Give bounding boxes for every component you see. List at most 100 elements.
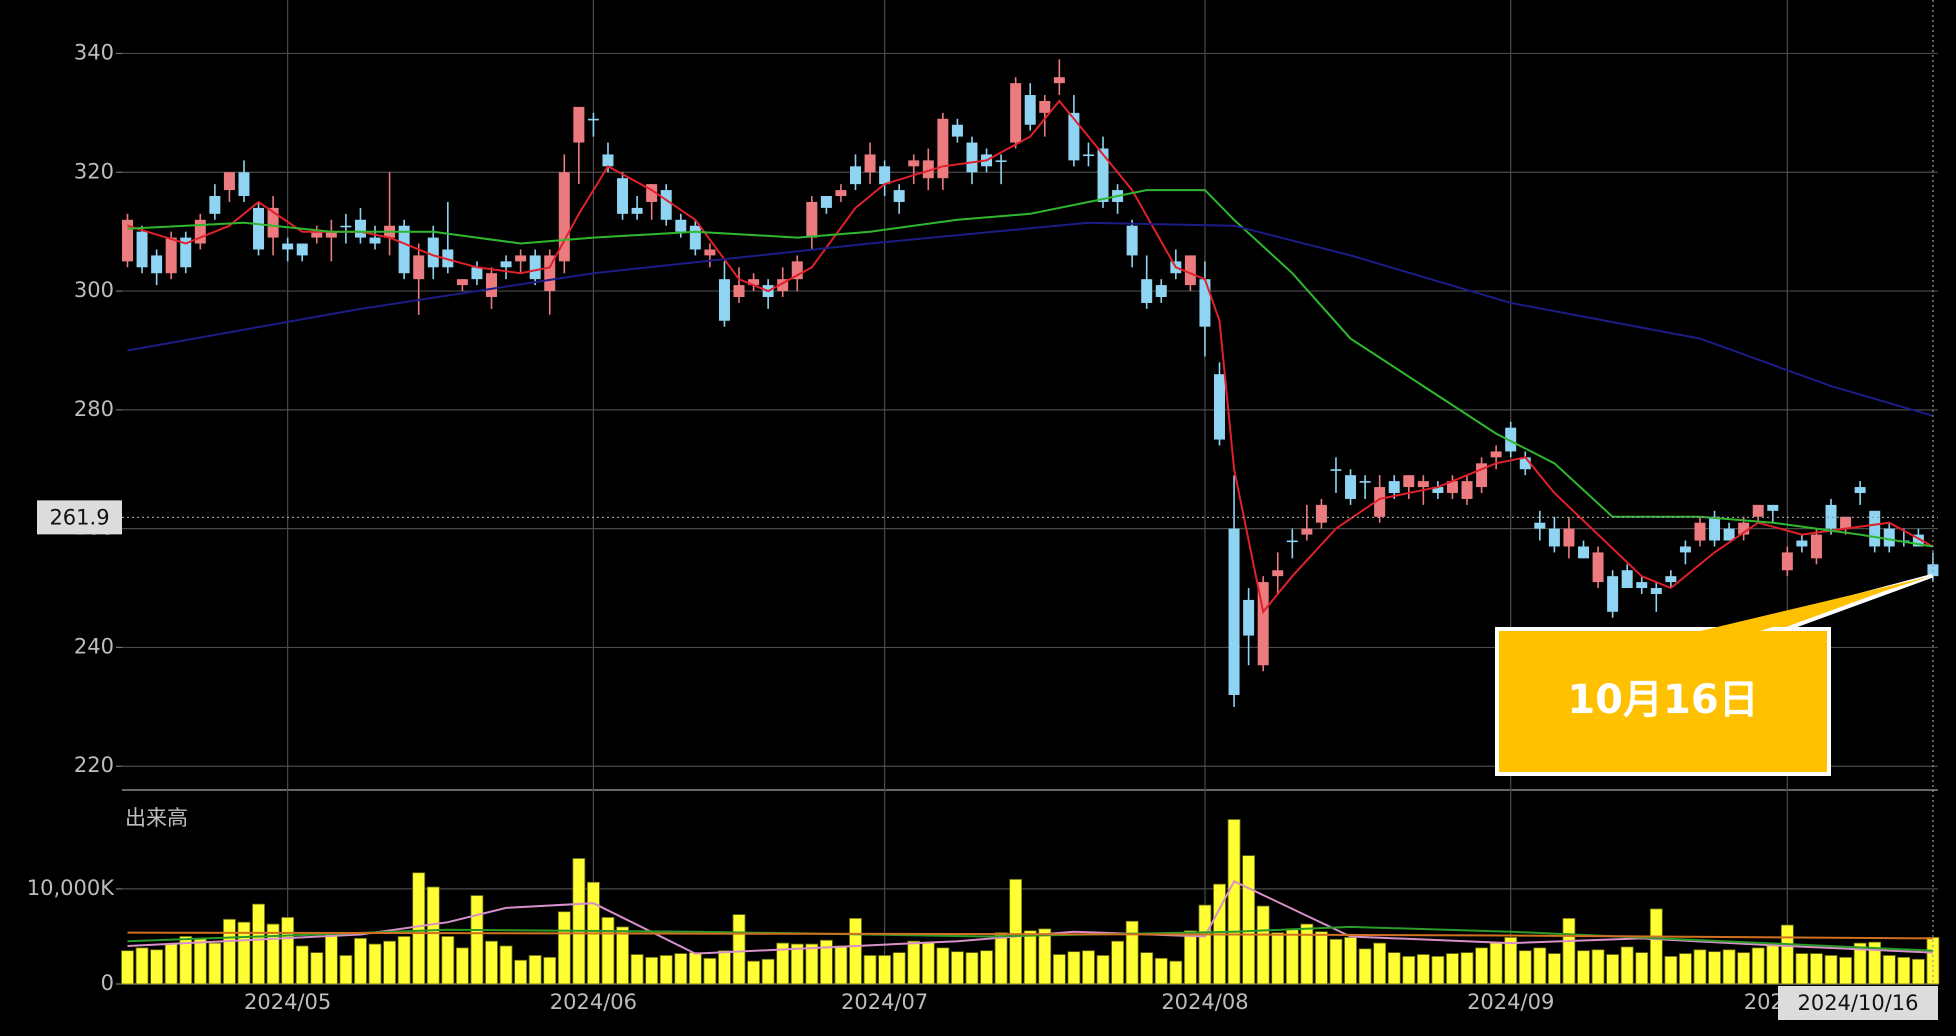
volume-bar bbox=[1897, 956, 1911, 985]
candle-body bbox=[282, 243, 294, 250]
candle-body bbox=[427, 237, 439, 268]
candle-body bbox=[820, 196, 832, 208]
candle-body bbox=[515, 255, 527, 262]
y-tick-label: 300 bbox=[74, 278, 114, 302]
volume-bar bbox=[1373, 942, 1387, 985]
volume-bar bbox=[616, 926, 629, 985]
callout-box bbox=[1495, 627, 1831, 776]
volume-bar bbox=[732, 914, 746, 985]
candle-body bbox=[165, 237, 177, 274]
volume-bar bbox=[1839, 956, 1852, 985]
candle-body bbox=[1738, 522, 1750, 535]
volume-bar bbox=[1009, 878, 1023, 985]
volume-bar bbox=[572, 858, 586, 985]
candle-body bbox=[675, 219, 687, 232]
volume-bar bbox=[1780, 924, 1794, 985]
candle-body bbox=[486, 273, 497, 297]
volume-bar bbox=[1300, 923, 1314, 985]
volume-bar bbox=[718, 950, 731, 985]
candle-body bbox=[1039, 100, 1051, 113]
volume-bar bbox=[1402, 956, 1416, 985]
callout-text: 10月16日 bbox=[1567, 677, 1758, 723]
volume-bar bbox=[237, 921, 251, 985]
candle-body bbox=[1665, 576, 1677, 583]
candle-body bbox=[122, 219, 133, 262]
candle-body bbox=[937, 118, 949, 179]
candle-body bbox=[456, 279, 468, 286]
candle-body bbox=[922, 160, 934, 179]
moving-average-line bbox=[127, 189, 1934, 548]
candle-body bbox=[1869, 510, 1881, 547]
volume-bar bbox=[1679, 953, 1692, 985]
candle-body bbox=[253, 207, 265, 250]
candle-body bbox=[238, 172, 250, 197]
volume-bar bbox=[208, 942, 222, 985]
volume-bar bbox=[441, 936, 455, 985]
price-label: 261.9 bbox=[49, 505, 109, 529]
candle-body bbox=[1243, 599, 1255, 636]
volume-bar bbox=[951, 951, 964, 985]
volume-bar bbox=[1504, 937, 1518, 985]
candle-body bbox=[1534, 522, 1546, 529]
volume-bar bbox=[1547, 953, 1561, 985]
candle-body bbox=[835, 190, 847, 197]
candle-body bbox=[1592, 552, 1604, 583]
candle-body bbox=[1883, 528, 1895, 547]
candle-body bbox=[1010, 83, 1022, 143]
volume-bar bbox=[1125, 920, 1139, 985]
candle-body bbox=[1068, 112, 1080, 161]
candle-body bbox=[1184, 255, 1196, 286]
candle-body bbox=[1854, 487, 1866, 494]
volume-bar bbox=[310, 952, 324, 985]
candle-body bbox=[1621, 570, 1633, 589]
candle-body bbox=[646, 184, 658, 202]
overlay: 261.9 2024/10/16 10月16日 bbox=[37, 0, 1938, 1020]
y-tick-label: 280 bbox=[74, 397, 114, 421]
x-tick-label: 2024/08 bbox=[1161, 990, 1248, 1014]
volume-bar bbox=[1664, 956, 1678, 985]
volume-bar bbox=[907, 940, 921, 985]
candle-body bbox=[1403, 475, 1415, 488]
cursor-date: 2024/10/16 bbox=[1797, 991, 1918, 1015]
volume-bar bbox=[1853, 942, 1867, 985]
volume-bar bbox=[426, 886, 440, 985]
candle-body bbox=[1752, 504, 1764, 517]
candle-body bbox=[660, 190, 672, 220]
volume-bar bbox=[1082, 950, 1095, 985]
volume-bar bbox=[1635, 952, 1649, 985]
candle-body bbox=[1446, 481, 1458, 494]
moving-average-line bbox=[127, 879, 1933, 955]
volume-bar bbox=[936, 947, 950, 985]
volume-bar bbox=[455, 947, 469, 985]
volume-bar bbox=[1766, 943, 1780, 985]
x-tick-label: 2024/06 bbox=[550, 990, 637, 1014]
candle-body bbox=[806, 201, 818, 238]
volume-bar bbox=[1882, 955, 1896, 985]
volume-bar bbox=[1824, 955, 1838, 985]
candle-body bbox=[1490, 451, 1502, 458]
candle-body bbox=[1199, 279, 1211, 327]
volume-bar bbox=[1722, 949, 1736, 985]
volume-bar bbox=[1446, 953, 1459, 985]
volume-bar bbox=[1387, 952, 1401, 985]
volume-bar bbox=[994, 932, 1008, 985]
price-panel bbox=[122, 59, 1939, 707]
volume-bar bbox=[339, 955, 353, 985]
volume-bar bbox=[1416, 954, 1430, 985]
volume-bar bbox=[1737, 952, 1751, 985]
candle-body bbox=[340, 225, 352, 228]
volume-bar bbox=[193, 937, 207, 985]
candle-body bbox=[587, 118, 599, 121]
candle-body bbox=[209, 196, 221, 214]
volume-bar bbox=[252, 903, 265, 985]
candle-body bbox=[223, 172, 235, 191]
volume-bar bbox=[1169, 960, 1183, 985]
volume-bar bbox=[980, 950, 993, 985]
y-tick-label: 340 bbox=[74, 40, 114, 64]
candle-body bbox=[1723, 528, 1735, 541]
candle-body bbox=[529, 255, 541, 280]
candle-body bbox=[864, 154, 876, 173]
x-tick-label: 2024/09 bbox=[1467, 990, 1554, 1014]
volume-bar bbox=[1911, 958, 1925, 985]
candle-body bbox=[733, 285, 745, 297]
